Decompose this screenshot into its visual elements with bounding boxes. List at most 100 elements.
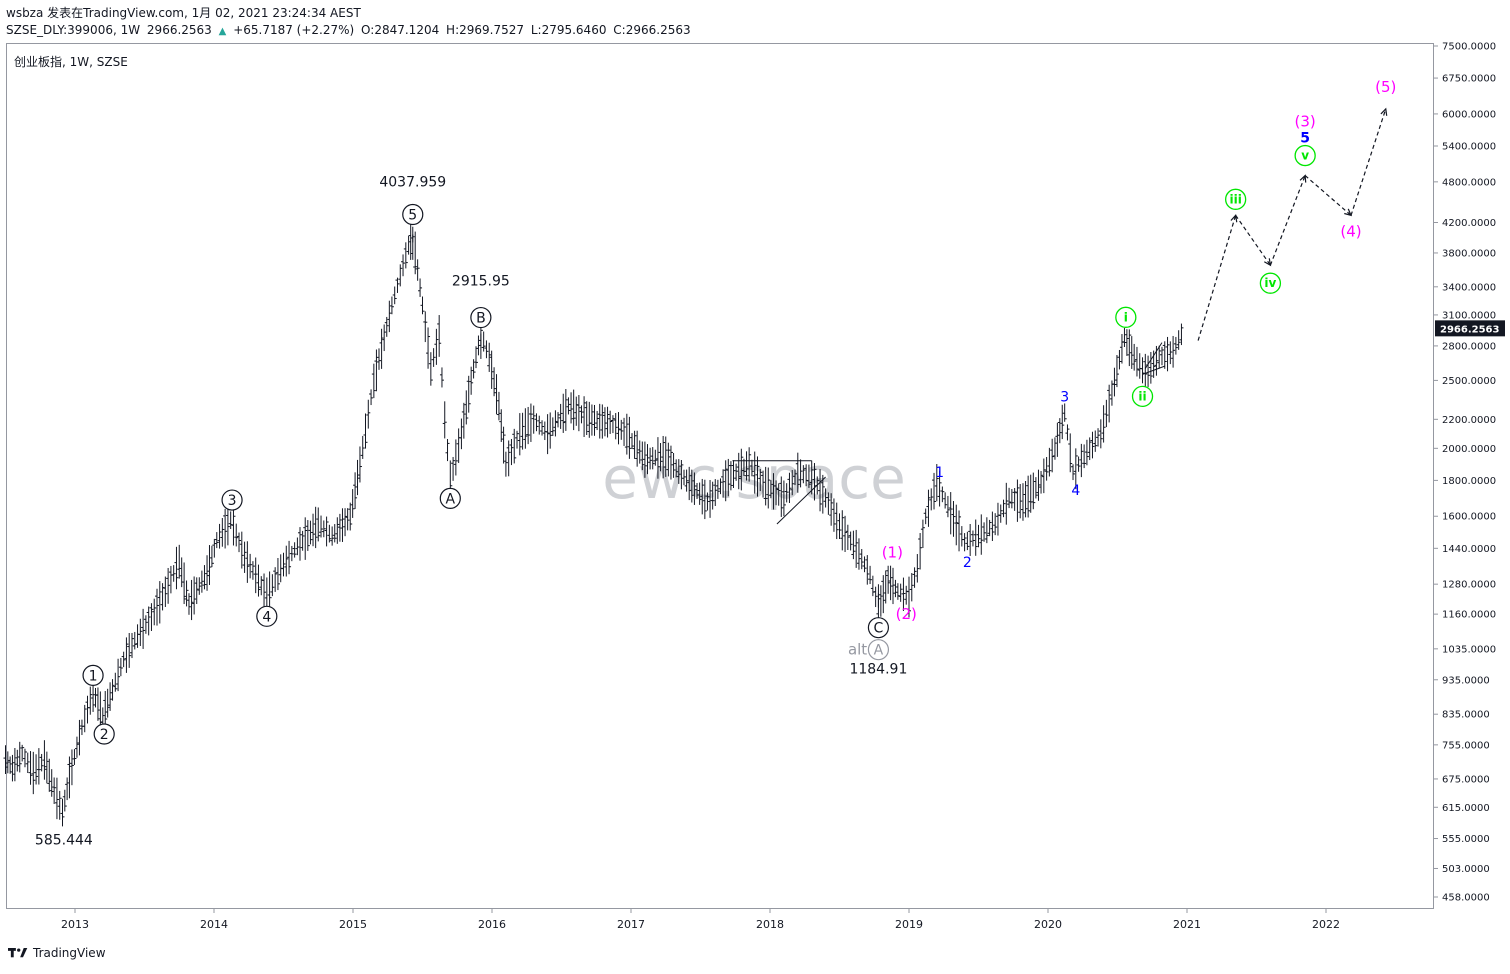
ohlc-bar [848,531,853,551]
ohlc-bar [1104,399,1109,428]
ohlc-bar [357,446,362,483]
ohlc-bar [366,399,371,429]
ohlc-bar [471,359,476,379]
ohlc-bar [1012,488,1017,511]
wave-label-text: 2 [100,727,109,743]
ohlc-bar [563,389,568,431]
ohlc-bar [957,510,962,552]
ohlc-bar [439,367,444,388]
ohlc-bar [494,374,499,415]
ohlc-bar [1050,438,1055,473]
ohlc-bar [608,410,613,434]
ohlc-bar [321,520,326,538]
ohlc-bar [57,790,62,820]
ohlc-bar [234,523,239,547]
ohlc-bar [496,391,501,421]
ohlc-bar [658,443,663,472]
ohlc-bar [116,658,121,692]
ohlc-bar [149,603,154,631]
ohlc-bar [248,553,253,579]
projection-segment [1197,215,1237,341]
ohlc-bar [434,328,439,365]
ohlc-bar [571,389,576,431]
ohlc-bar [69,749,74,786]
ohlc-bar [653,449,658,466]
ohlc-bar [262,573,267,610]
ohlc-bar [976,524,981,548]
ohlc-bar [1162,341,1167,369]
wave-label-text: iv [1264,276,1276,290]
ohlc-bar [31,751,36,795]
ohlc-bar [171,565,176,582]
alt-wave-label: A [867,639,890,661]
ohlc-bar [755,456,760,497]
ohlc-bar [1140,357,1145,384]
ohlc-bar [995,502,1000,536]
chart-pane[interactable] [6,43,1434,909]
ohlc-bar [1062,403,1067,422]
y-tick-label: 1440.0000 [1442,544,1496,555]
high-value: H:2969.7527 [446,23,525,37]
ohlc-bar [484,340,489,359]
ohlc-bar [157,581,162,624]
y-tick-label: 458.0000 [1442,893,1490,904]
ohlc-bar [1098,419,1103,449]
ohlc-bar [809,460,814,495]
ohlc-bar [174,546,179,590]
wave-label-circled: 3 [221,489,243,511]
ohlc-bar [67,756,72,799]
ohlc-bar [553,410,558,437]
ohlc-bar [42,740,47,780]
ohlc-bar [217,523,222,549]
ohlc-bar [168,565,173,594]
ohlc-bar [160,583,165,611]
ohlc-bar [579,405,584,424]
wave-label-magenta: (5) [1375,78,1396,96]
ohlc-bar [1087,437,1092,461]
ohlc-bar [15,749,20,772]
ohlc-bar [758,468,763,492]
projection-arrowhead [1380,107,1388,116]
ohlc-bar [584,401,589,435]
ohlc-bar [437,315,442,357]
up-arrow-icon: ▲ [218,26,227,37]
ohlc-bar [734,463,739,481]
ohlc-bar [645,444,650,475]
ohlc-bar [77,719,82,756]
ohlc-bar [118,657,123,677]
ohlc-bar [637,440,642,464]
ohlc-bar [464,390,469,425]
wave-label-ring [82,664,104,686]
ohlc-bar [501,426,506,464]
ohlc-bar [384,316,389,337]
y-tick-label: 4200.0000 [1442,218,1496,229]
ohlc-bar [499,409,504,442]
ohlc-bar [389,296,394,315]
ohlc-bar [3,745,8,774]
ohlc-bar [163,576,168,607]
pivot-price-label: 4037.959 [379,174,446,190]
ohlc-bar [1047,447,1052,477]
ohlc-bar [348,502,353,531]
y-tick-label: 1600.0000 [1442,512,1496,523]
ohlc-bar [1134,346,1139,377]
ohlc-bar [406,235,411,255]
ohlc-bar [520,412,525,450]
ohlc-bar [308,520,313,545]
wave-label-green: iii [1225,188,1247,210]
ohlc-bar [287,540,292,575]
ohlc-bar [589,404,594,436]
ohlc-bar [461,402,466,439]
ohlc-bar [650,447,655,470]
tradingview-footer[interactable]: TradingView [8,946,106,960]
ohlc-bar [245,541,250,583]
ohlc-bar [1127,329,1132,367]
ohlc-bar [937,470,942,507]
y-tick-label: 2000.0000 [1442,444,1496,455]
ohlc-bar [205,555,210,591]
ohlc-bar [127,632,132,668]
pivot-price-label: 1184.91 [849,662,907,678]
wave-label-text: 3 [228,493,237,509]
ohlc-bar [831,498,836,532]
